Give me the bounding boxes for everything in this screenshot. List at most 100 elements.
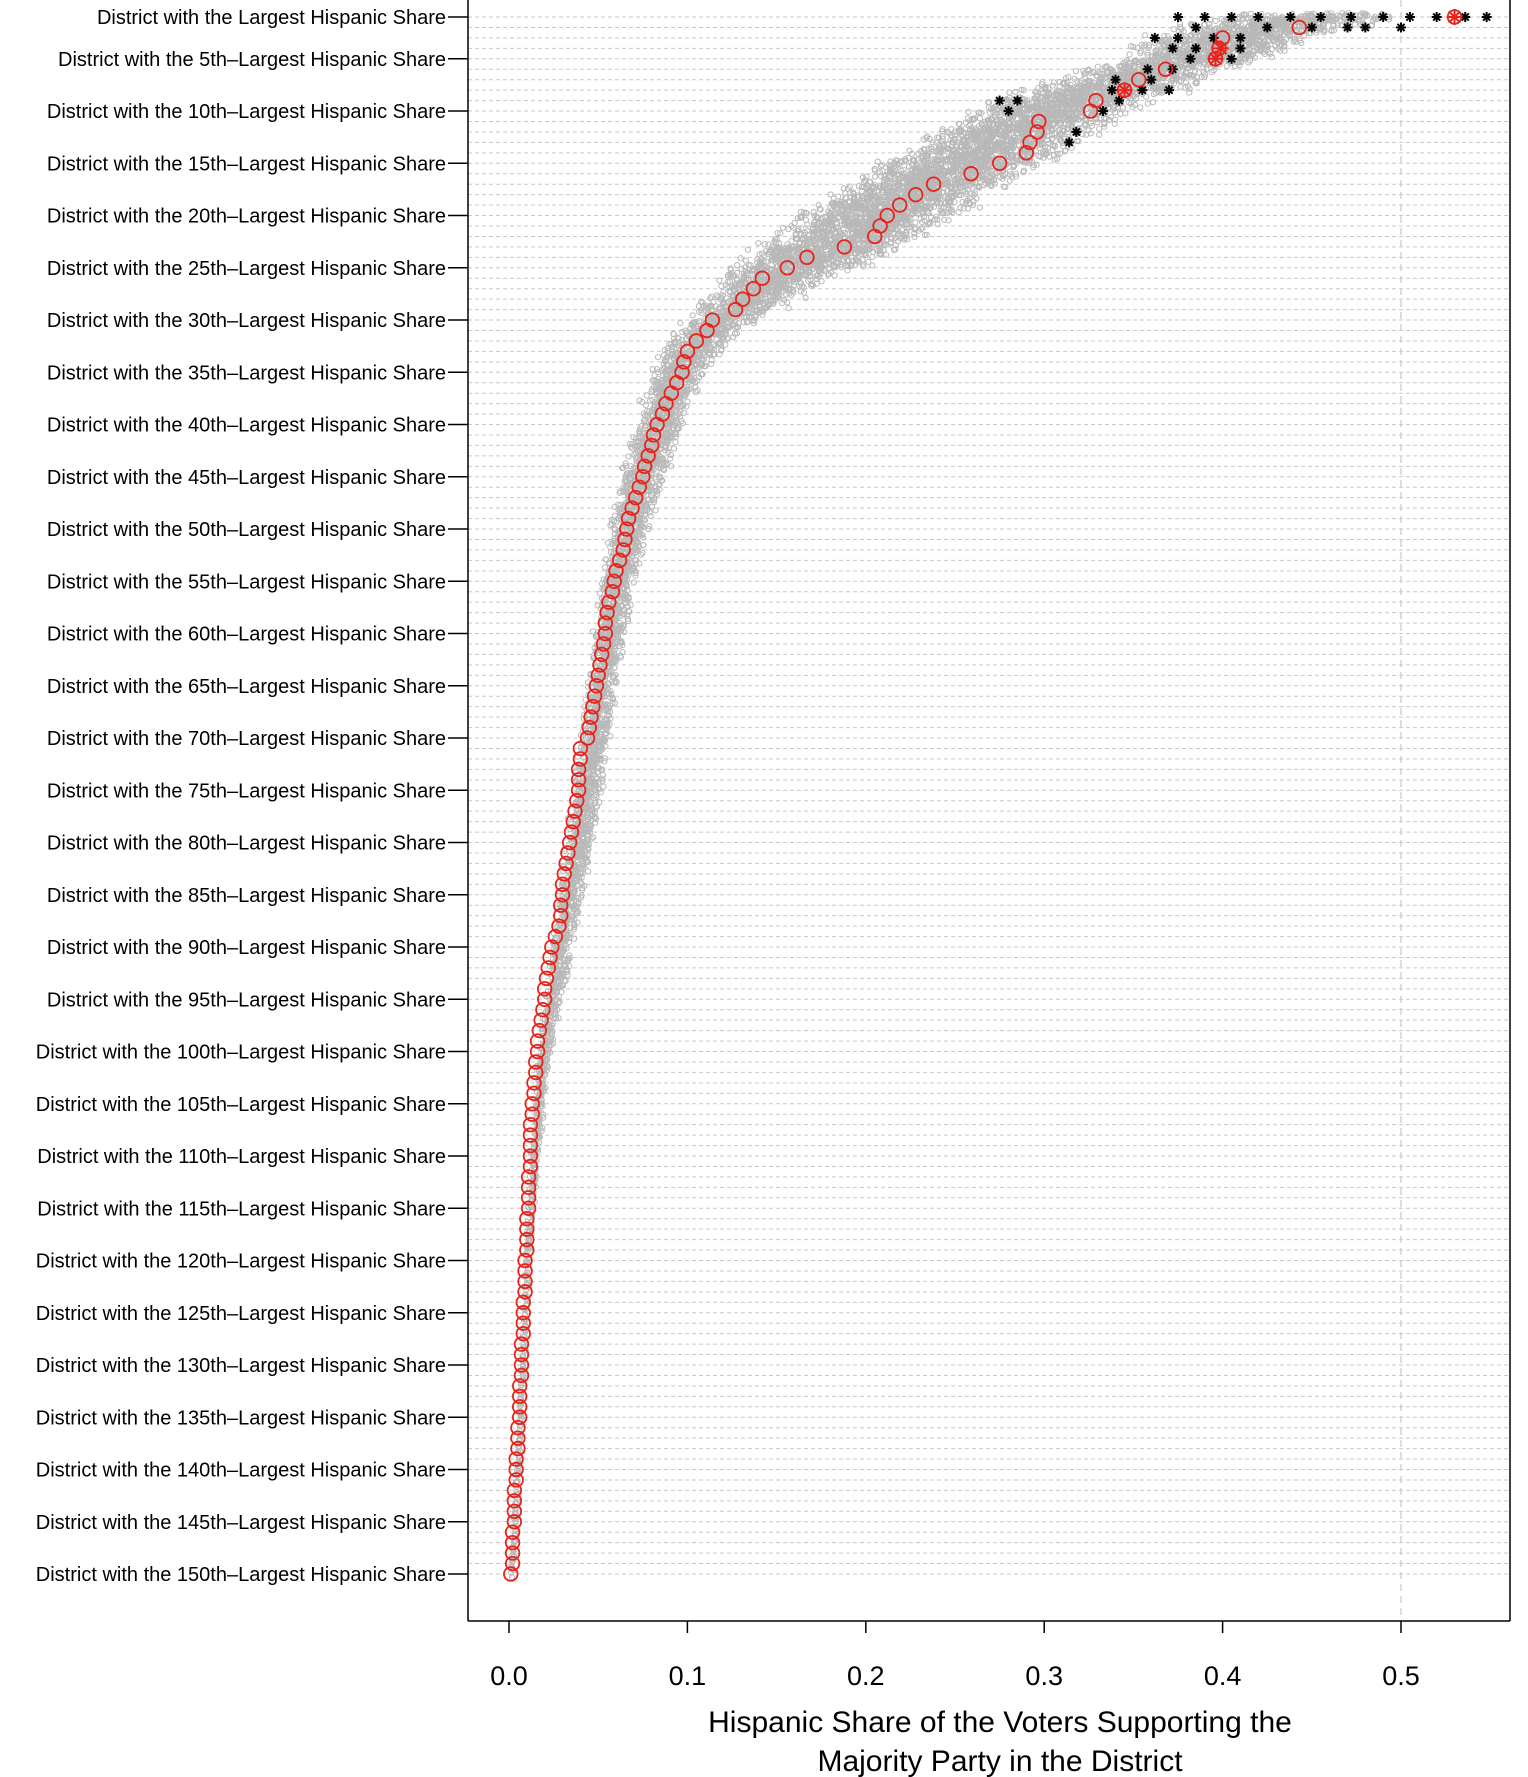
cloud-point	[1114, 103, 1122, 111]
cloud-point	[1197, 29, 1204, 36]
cloud-point	[1122, 110, 1129, 117]
cloud-point	[1088, 122, 1096, 130]
cloud-point	[1041, 93, 1048, 100]
cloud-point	[997, 109, 1004, 116]
cloud-point	[1351, 21, 1359, 28]
cloud-point	[1075, 105, 1083, 112]
cloud-point	[1368, 21, 1376, 28]
cloud-point	[1065, 73, 1072, 81]
cloud-point	[1177, 78, 1184, 85]
cloud-point	[1328, 10, 1335, 17]
cloud-point	[761, 241, 768, 248]
cloud-point	[1130, 43, 1137, 51]
cloud-point	[1096, 125, 1103, 132]
cloud-point	[1132, 89, 1139, 96]
cloud-point	[1127, 43, 1134, 50]
cloud-point	[1253, 21, 1260, 28]
cloud-point	[1042, 85, 1049, 92]
cloud-point	[987, 109, 994, 116]
cloud-point	[1084, 77, 1091, 85]
cloud-point	[1177, 42, 1184, 49]
cloud-point	[1260, 46, 1267, 53]
cloud-point	[1224, 31, 1231, 38]
cloud-point	[1134, 44, 1141, 51]
cloud-point	[1033, 104, 1040, 111]
cloud-point	[1149, 83, 1156, 91]
cloud-point	[1246, 26, 1253, 33]
cloud-point	[1069, 94, 1076, 101]
cloud-point	[1096, 131, 1103, 138]
cloud-point	[835, 193, 842, 200]
cloud-point	[1144, 100, 1151, 107]
cloud-point	[1018, 86, 1025, 93]
cloud-point	[1095, 98, 1103, 105]
cloud-point	[999, 136, 1006, 143]
cloud-point	[996, 132, 1003, 139]
cloud-point	[1202, 71, 1209, 78]
cloud-point	[998, 117, 1005, 124]
cloud-point	[1060, 143, 1067, 150]
cloud-point	[1245, 27, 1253, 34]
cloud-point	[1060, 113, 1067, 120]
cloud-point	[1231, 26, 1238, 33]
cloud-point	[957, 129, 964, 136]
cloud-point	[1104, 68, 1111, 75]
cloud-point	[1033, 100, 1040, 107]
cloud-point	[1328, 27, 1335, 34]
cloud-point	[1372, 13, 1379, 20]
cloud-point	[1244, 32, 1252, 39]
cloud-point	[1144, 49, 1151, 56]
cloud-point	[1260, 49, 1267, 56]
cloud-point	[1193, 74, 1201, 81]
cloud-point	[947, 137, 954, 144]
cloud-point	[1181, 36, 1188, 43]
cloud-point	[1226, 47, 1233, 54]
cloud-point	[1046, 90, 1053, 97]
cloud-point	[1219, 34, 1226, 41]
cloud-point	[1094, 63, 1101, 70]
cloud-point	[971, 190, 979, 197]
cloud-point	[1281, 43, 1288, 50]
cloud-point	[1045, 84, 1052, 91]
cloud-point	[1275, 45, 1282, 53]
cloud-point	[1231, 63, 1239, 70]
cloud-point	[1212, 17, 1219, 24]
cloud-point	[965, 108, 972, 116]
cloud-point	[1241, 51, 1248, 59]
cloud-point	[1094, 119, 1101, 126]
cloud-point	[1111, 116, 1119, 123]
cloud-point	[1062, 99, 1069, 107]
cloud-point	[1097, 93, 1105, 100]
cloud-point	[1058, 119, 1065, 126]
cloud-point	[989, 132, 996, 139]
cloud-point	[1049, 135, 1056, 142]
cloud-point	[1056, 83, 1063, 90]
cloud-point	[883, 251, 890, 258]
cloud-point	[1049, 100, 1056, 107]
cloud-point	[1234, 20, 1242, 27]
cloud-point	[1051, 92, 1058, 99]
cloud-point	[755, 240, 762, 247]
cloud-point	[1093, 116, 1100, 123]
cloud-point	[1156, 89, 1163, 96]
cloud-point	[1068, 121, 1075, 129]
cloud-point	[1185, 64, 1192, 72]
cloud-point	[1277, 47, 1284, 54]
cloud-point	[1078, 114, 1086, 121]
cloud-point	[923, 135, 930, 142]
cloud-point	[1133, 79, 1140, 86]
cloud-point	[994, 110, 1001, 117]
cloud-point	[1301, 12, 1308, 19]
cloud-point	[1175, 50, 1182, 57]
cloud-point	[1182, 68, 1189, 75]
cloud-point	[1241, 55, 1248, 62]
cloud-point	[1101, 123, 1108, 130]
cloud-point	[1200, 64, 1207, 71]
cloud-point	[968, 125, 976, 132]
cloud-point	[1019, 101, 1026, 108]
cloud-point	[1080, 67, 1087, 75]
cloud-point	[1087, 130, 1094, 137]
cloud-point	[1170, 26, 1177, 33]
cloud-point	[1014, 126, 1021, 134]
